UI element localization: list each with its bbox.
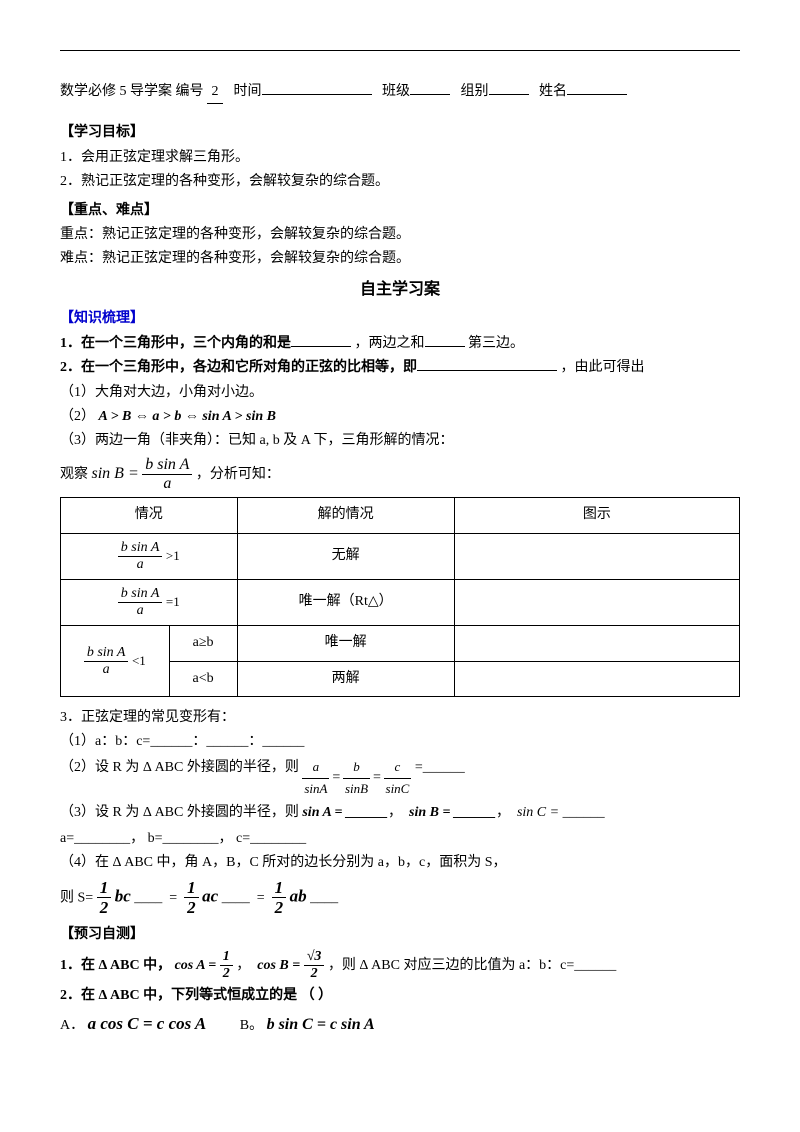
- th-situation: 情况: [61, 498, 238, 533]
- optA-label: A．: [60, 1018, 84, 1033]
- self-study-title: 自主学习案: [60, 277, 740, 303]
- table-row: b sin Aa <1 a≥b 唯一解: [61, 626, 740, 661]
- cell-cond-3b: a<b: [169, 661, 237, 696]
- time-label: 时间: [234, 84, 262, 99]
- cell-cond-1: b sin Aa >1: [61, 533, 238, 579]
- variant-1: （1）a：b：c=______：______：______: [60, 731, 740, 753]
- variant-2: （2）设 R 为 Δ ABC 外接圆的半径，则 asinA = bsinB = …: [60, 757, 740, 800]
- cell-diagram-3a: [454, 626, 739, 661]
- table-row: b sin Aa >1 无解: [61, 533, 740, 579]
- th-diagram: 图示: [454, 498, 739, 533]
- group-label: 组别: [461, 84, 489, 99]
- table-row: b sin Aa =1 唯一解（Rt△）: [61, 580, 740, 626]
- goal-2: 2．熟记正弦定理的各种变形，会解较复杂的综合题。: [60, 171, 740, 193]
- group-blank[interactable]: [489, 94, 529, 95]
- header-prefix: 数学必修 5 导学案 编号: [60, 84, 204, 99]
- cell-diagram-2: [454, 580, 739, 626]
- frac-num: b sin A: [142, 456, 192, 475]
- v2-post: =______: [415, 760, 465, 775]
- keypoint-1: 重点：熟记正弦定理的各种变形，会解较复杂的综合题。: [60, 224, 740, 246]
- name-label: 姓名: [539, 84, 567, 99]
- blank-sine-law[interactable]: [417, 370, 557, 371]
- q2-text: 2．在 Δ ABC 中，下列等式恒成立的是 （ ）: [60, 988, 332, 1003]
- sinB-eq: sin B =: [92, 465, 139, 482]
- knowledge-p5: （3）两边一角（非夹角）：已知 a, b 及 A 下，三角形解的情况：: [60, 430, 740, 452]
- k-p1b: ，两边之和: [355, 336, 425, 351]
- variant-4: （4）在 Δ ABC 中，角 A，B，C 所对的边长分别为 a，b，c，面积为 …: [60, 852, 740, 874]
- selftest-q2: 2．在 Δ ABC 中，下列等式恒成立的是 （ ）: [60, 985, 740, 1007]
- variants-intro: 3．正弦定理的常见变形有：: [60, 707, 740, 729]
- knowledge-p2: 2．在一个三角形中，各边和它所对角的正弦的比相等，即 ，由此可得出: [60, 357, 740, 379]
- blank-angle-sum[interactable]: [291, 346, 351, 347]
- table-row: 情况 解的情况 图示: [61, 498, 740, 533]
- selftest-q1: 1．在 Δ ABC 中， cos A = 12 ， cos B = √32 ，则…: [60, 949, 740, 982]
- knowledge-p3: （1）大角对大边，小角对小边。: [60, 382, 740, 404]
- optB: b sin C = c sin A: [267, 1016, 375, 1033]
- cell-sol-3a: 唯一解: [237, 626, 454, 661]
- class-blank[interactable]: [410, 94, 450, 95]
- v3-sinA: sin A = ______: [302, 805, 388, 820]
- cell-cond-3a: a≥b: [169, 626, 237, 661]
- keypoint-2: 难点：熟记正弦定理的各种变形，会解较复杂的综合题。: [60, 248, 740, 270]
- frac-den: a: [142, 475, 192, 493]
- observe-line: 观察 sin B = b sin A a ，分析可知：: [60, 456, 740, 494]
- cosB: cos B =: [257, 958, 300, 973]
- optA: a cos C = c cos A: [88, 1014, 207, 1033]
- cell-sol-1: 无解: [237, 533, 454, 579]
- v2-pre: （2）设 R 为 Δ ABC 外接圆的半径，则: [60, 760, 299, 775]
- cell-diagram-1: [454, 533, 739, 579]
- q1-pre: 1．在 Δ ABC 中，: [60, 958, 171, 973]
- k-p1c: 第三边。: [468, 336, 524, 351]
- optB-label: B。: [240, 1018, 263, 1033]
- name-blank[interactable]: [567, 94, 627, 95]
- selftest-options: A． a cos C = c cos A B。 b sin C = c sin …: [60, 1010, 740, 1038]
- variant-3: （3）设 R 为 Δ ABC 外接圆的半径，则 sin A = ______， …: [60, 802, 740, 824]
- keypoints-title: 【重点、难点】: [60, 200, 740, 222]
- cosA: cos A =: [175, 958, 217, 973]
- q1-post: ，则 Δ ABC 对应三边的比值为 a：b：c=______: [328, 958, 616, 973]
- th-solution: 解的情况: [237, 498, 454, 533]
- frac-bsinA-a: b sin A a: [142, 456, 192, 494]
- knowledge-p1: 1．在一个三角形中，三个内角的和是 ，两边之和 第三边。: [60, 333, 740, 355]
- k-p4-math: A > B ⇔ a > b ⇔ sin A > sin B: [99, 409, 276, 424]
- s-pre: 则 S=: [60, 890, 93, 905]
- knowledge-p4: （2） A > B ⇔ a > b ⇔ sin A > sin B: [60, 406, 740, 428]
- cell-sol-3b: 两解: [237, 661, 454, 696]
- selftest-title: 【预习自测】: [60, 924, 740, 946]
- cases-table: 情况 解的情况 图示 b sin Aa >1 无解 b sin Aa =1 唯一…: [60, 497, 740, 697]
- k-p2a: 2．在一个三角形中，各边和它所对角的正弦的比相等，即: [60, 360, 417, 375]
- cell-diagram-3b: [454, 661, 739, 696]
- time-blank[interactable]: [262, 94, 372, 95]
- blank-two-sides[interactable]: [425, 346, 465, 347]
- v3-pre: （3）设 R 为 Δ ABC 外接圆的半径，则: [60, 805, 299, 820]
- v3-sinB: sin B = ______: [409, 805, 496, 820]
- goals-title: 【学习目标】: [60, 122, 740, 144]
- area-formula: 则 S= 12 bc ____ = 12 ac ____ = 12 ab ___…: [60, 878, 740, 918]
- cell-cond-3: b sin Aa <1: [61, 626, 170, 697]
- k-p4-pre: （2）: [60, 409, 95, 424]
- k-p1a: 1．在一个三角形中，三个内角的和是: [60, 336, 291, 351]
- knowledge-title: 【知识梳理】: [60, 308, 740, 330]
- variant-3-line2: a=________， b=________， c=________: [60, 828, 740, 850]
- v3-sinC: sin C = ______: [517, 805, 605, 820]
- top-rule: [60, 50, 740, 51]
- cell-cond-2: b sin Aa =1: [61, 580, 238, 626]
- observe-pre: 观察: [60, 467, 88, 482]
- observe-post: ，分析可知：: [196, 467, 280, 482]
- doc-header: 数学必修 5 导学案 编号 2 时间 班级 组别 姓名: [60, 81, 740, 104]
- goal-1: 1．会用正弦定理求解三角形。: [60, 147, 740, 169]
- k-p2b: ，由此可得出: [561, 360, 645, 375]
- doc-number: 2: [207, 81, 223, 104]
- class-label: 班级: [382, 84, 410, 99]
- cell-sol-2: 唯一解（Rt△）: [237, 580, 454, 626]
